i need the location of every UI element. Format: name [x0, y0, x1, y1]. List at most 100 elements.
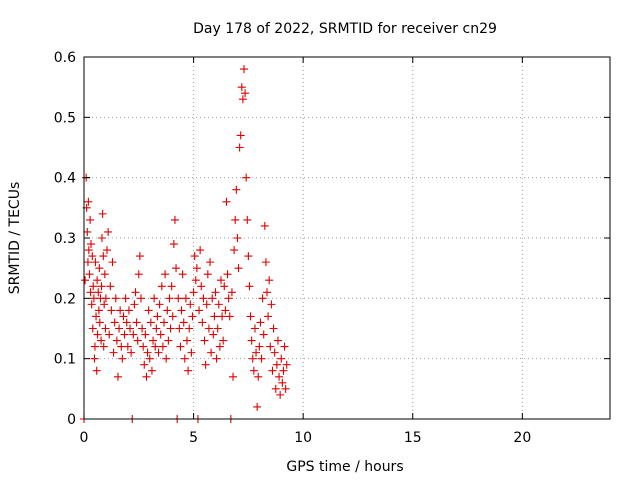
data-point	[249, 366, 258, 375]
data-point	[210, 312, 219, 321]
y-tick-label: 0.2	[54, 291, 76, 307]
data-point	[83, 258, 92, 267]
data-point	[108, 258, 117, 267]
data-point	[216, 276, 225, 285]
data-point	[254, 372, 263, 381]
data-point	[261, 258, 270, 267]
data-point	[161, 270, 170, 279]
data-point	[244, 252, 253, 261]
data-point	[94, 306, 103, 315]
data-point	[118, 354, 127, 363]
data-point	[146, 318, 155, 327]
data-point	[89, 282, 98, 291]
data-point	[126, 324, 135, 333]
data-point	[277, 354, 286, 363]
data-point	[135, 252, 144, 261]
data-point	[178, 270, 187, 279]
data-point	[245, 282, 254, 291]
data-point	[139, 342, 148, 351]
data-point	[121, 294, 130, 303]
data-point	[123, 342, 132, 351]
data-point	[170, 215, 179, 224]
data-point	[109, 348, 118, 357]
data-point	[131, 288, 140, 297]
x-tick-label: 0	[80, 430, 89, 446]
data-point	[103, 246, 112, 255]
data-point	[99, 342, 108, 351]
x-axis-label: GPS time / hours	[286, 459, 403, 475]
data-point	[87, 300, 96, 309]
data-point	[224, 294, 233, 303]
data-point	[246, 312, 255, 321]
data-point	[253, 402, 262, 411]
data-point	[98, 209, 107, 218]
data-point	[230, 246, 239, 255]
data-point	[281, 384, 290, 393]
data-point	[213, 324, 222, 333]
data-point	[145, 354, 154, 363]
data-point	[180, 354, 189, 363]
data-point	[232, 185, 241, 194]
data-point	[252, 348, 261, 357]
data-point	[94, 288, 103, 297]
data-point	[255, 342, 264, 351]
data-point	[177, 306, 186, 315]
data-point	[85, 270, 94, 279]
data-point	[243, 215, 252, 224]
data-point	[238, 95, 247, 104]
data-point	[174, 294, 183, 303]
data-point	[84, 197, 93, 206]
chart-title: Day 178 of 2022, SRMTID for receiver cn2…	[193, 21, 497, 37]
data-point	[204, 324, 213, 333]
data-point	[107, 306, 116, 315]
data-point	[181, 294, 190, 303]
data-point	[164, 336, 173, 345]
data-point	[266, 342, 275, 351]
data-point	[229, 372, 238, 381]
axis-ticks	[83, 56, 610, 420]
data-point	[147, 366, 156, 375]
data-point	[100, 270, 109, 279]
data-point	[222, 197, 231, 206]
tick-labels: 0 0.1 0.2 0.3 0.4 0.5 0.6 0 5 10 15 20	[54, 50, 532, 446]
data-point	[99, 252, 108, 261]
data-point	[185, 324, 194, 333]
data-point	[97, 336, 106, 345]
data-points	[80, 65, 291, 423]
y-axis-label: SRMTID / TECUs	[7, 182, 23, 295]
data-point	[95, 264, 104, 273]
y-tick-label: 0.3	[54, 231, 76, 247]
data-point	[106, 282, 115, 291]
data-point	[276, 390, 285, 399]
data-point	[86, 288, 95, 297]
data-point	[166, 324, 175, 333]
data-point	[235, 143, 244, 152]
data-point	[256, 318, 265, 327]
data-point	[90, 354, 99, 363]
data-point	[115, 324, 124, 333]
data-point	[195, 306, 204, 315]
data-point	[93, 276, 102, 285]
data-point	[144, 306, 153, 315]
data-point	[248, 354, 257, 363]
x-tick-label: 20	[513, 430, 531, 446]
data-point	[192, 264, 201, 273]
data-point	[112, 336, 121, 345]
data-point	[129, 330, 138, 339]
data-point	[264, 312, 273, 321]
data-point	[97, 282, 106, 291]
data-point	[95, 318, 104, 327]
data-point	[83, 227, 92, 236]
data-point	[258, 294, 267, 303]
data-point	[207, 348, 216, 357]
data-point	[184, 366, 193, 375]
data-point	[152, 324, 161, 333]
x-tick-label: 10	[294, 430, 312, 446]
data-point	[142, 372, 151, 381]
data-point	[167, 282, 176, 291]
data-point	[227, 288, 236, 297]
data-point	[157, 282, 166, 291]
data-point	[259, 330, 268, 339]
data-point	[231, 215, 240, 224]
data-point	[141, 330, 150, 339]
